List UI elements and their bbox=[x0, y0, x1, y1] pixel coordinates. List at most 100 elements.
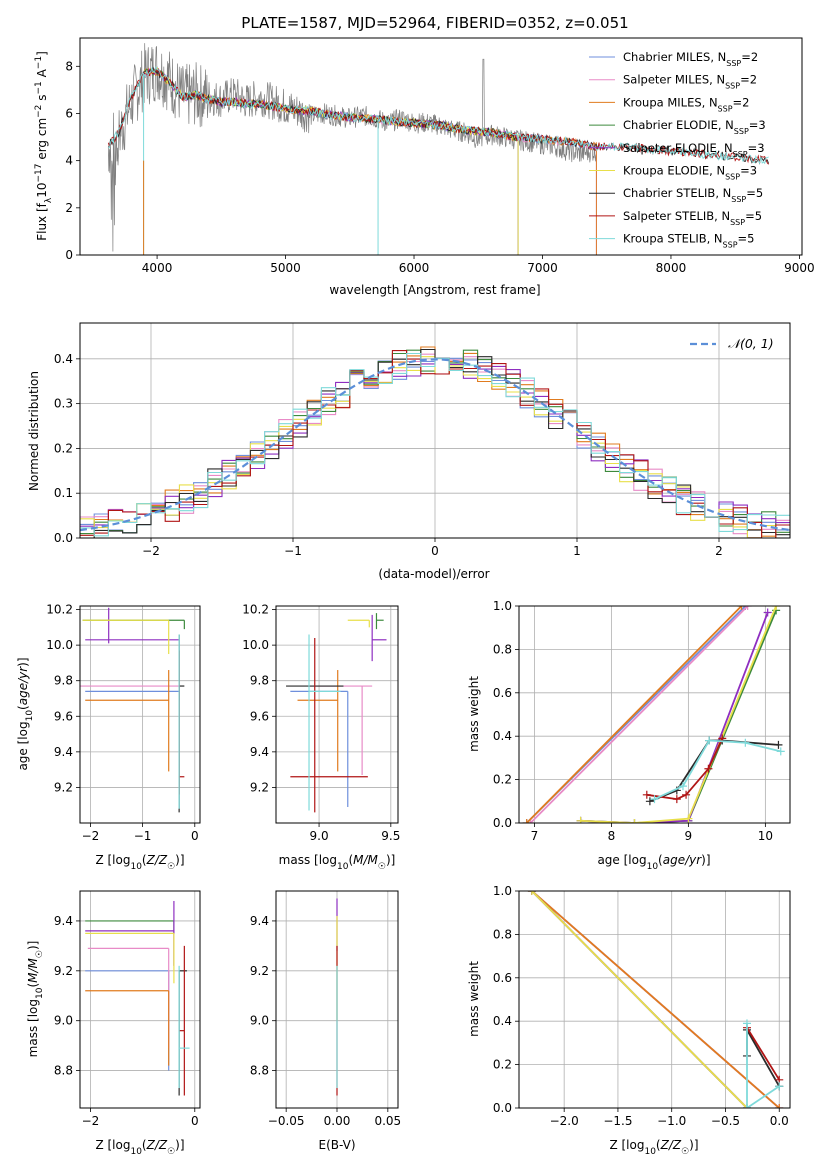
weight-line-chabrier_stelib bbox=[746, 1026, 780, 1087]
histogram-chabrier_stelib bbox=[80, 348, 790, 538]
x-axis-label: (data-model)/error bbox=[378, 567, 489, 581]
y-tick-label: 0 bbox=[65, 248, 73, 262]
y-tick-label: 10.0 bbox=[242, 638, 269, 652]
weight-point-kroupa_stelib bbox=[775, 1082, 784, 1091]
x-tick-label: 8000 bbox=[656, 261, 687, 275]
plot-area bbox=[80, 346, 790, 538]
axes-frame bbox=[79, 322, 791, 539]
y-tick-label: 9.6 bbox=[250, 709, 269, 723]
weight-point-kroupa_stelib bbox=[650, 795, 659, 804]
panel-spectrum: 4000 5000 6000 7000 8000 9000 0 2 4 6 8 wavelength … bbox=[34, 37, 815, 297]
y-tick-label: 2 bbox=[65, 201, 73, 215]
weight-line-salpeter_miles bbox=[529, 606, 749, 823]
x-tick-label: −1 bbox=[134, 829, 152, 843]
x-tick-label: 9000 bbox=[784, 261, 815, 275]
weight-point-kroupa_miles bbox=[775, 1104, 784, 1108]
legend-label-chabrier_miles: Chabrier MILES, NSSP=2 bbox=[623, 50, 758, 68]
x-axis-label: age [log10(age/yr)] bbox=[597, 853, 710, 872]
plot-area bbox=[522, 606, 785, 823]
panel-residuals: −2 −1 0 1 2 0.0 0.1 0.2 0.3 0.4 𝒩(0, 1) (data-model… bbox=[27, 322, 791, 581]
panel-age_vs_mass: 9.0 9.5 9.2 9.4 9.6 9.8 10.0 10.2 mass [log10(M/… bbox=[242, 603, 400, 872]
legend-label-salpeter_elodie: Salpeter ELODIE, NSSP=3 bbox=[623, 141, 765, 159]
x-tick-label: 9 bbox=[685, 829, 693, 843]
y-tick-label: 0.6 bbox=[493, 971, 512, 985]
x-tick-label: −2.0 bbox=[550, 1114, 579, 1128]
weight-point-salpeter_miles bbox=[743, 606, 752, 610]
y-tick-label: 8.8 bbox=[54, 1064, 73, 1078]
x-tick-label: −1.5 bbox=[603, 1114, 632, 1128]
weight-point-kroupa_elodie bbox=[630, 819, 639, 823]
y-tick-label: 9.8 bbox=[250, 674, 269, 688]
x-tick-label: 0 bbox=[191, 1114, 199, 1128]
y-tick-label: 0.1 bbox=[54, 486, 73, 500]
x-tick-label: −0.5 bbox=[711, 1114, 740, 1128]
x-tick-label: 7000 bbox=[527, 261, 558, 275]
x-tick-label: 0 bbox=[431, 544, 439, 558]
plot-area bbox=[80, 607, 185, 813]
x-tick-label: 8 bbox=[608, 829, 616, 843]
x-tick-label: −2 bbox=[82, 829, 100, 843]
axes-frame bbox=[79, 890, 201, 1109]
y-tick-label: 8 bbox=[65, 59, 73, 73]
legend-label-kroupa_stelib: Kroupa STELIB, NSSP=5 bbox=[623, 232, 754, 250]
y-tick-label: 9.2 bbox=[54, 964, 73, 978]
y-tick-label: 0.8 bbox=[493, 927, 512, 941]
y-tick-label: 1.0 bbox=[493, 599, 512, 613]
x-axis-label: Z [log10(Z/Z☉)] bbox=[609, 1138, 698, 1157]
x-tick-label: −1 bbox=[284, 544, 302, 558]
weight-point-salpeter_elodie bbox=[763, 608, 772, 617]
x-axis-label: Z [log10(Z/Z☉)] bbox=[95, 853, 184, 872]
x-tick-label: 1 bbox=[573, 544, 581, 558]
panel-mass_vs_ebv: −0.05 0.00 0.05 8.8 9.0 9.2 9.4 E(B-V) bbox=[250, 890, 401, 1152]
legend-label-normal: 𝒩(0, 1) bbox=[728, 336, 774, 351]
y-tick-label: 0.0 bbox=[493, 1101, 512, 1115]
weight-point-kroupa_elodie bbox=[772, 606, 781, 610]
plot-area bbox=[107, 43, 770, 255]
y-tick-label: 0.4 bbox=[493, 729, 512, 743]
axes-frame bbox=[275, 605, 399, 824]
weight-point-kroupa_elodie bbox=[527, 891, 536, 895]
weight-point-salpeter_stelib bbox=[642, 790, 651, 799]
legend-label-chabrier_elodie: Chabrier ELODIE, NSSP=3 bbox=[623, 118, 766, 136]
y-tick-label: 0.4 bbox=[493, 1014, 512, 1028]
x-axis-label: mass [log10(M/M☉)] bbox=[279, 853, 396, 872]
y-tick-label: 9.8 bbox=[54, 674, 73, 688]
weight-line-kroupa_stelib bbox=[746, 1023, 780, 1108]
weight-point-kroupa_stelib bbox=[742, 1104, 751, 1108]
spectrum-model-line-kroupa_stelib bbox=[108, 65, 769, 165]
weight-point-salpeter_stelib bbox=[672, 795, 681, 804]
weight-line-chabrier_elodie bbox=[580, 609, 777, 823]
weight-point-kroupa_stelib bbox=[705, 736, 714, 745]
y-tick-label: 9.4 bbox=[54, 914, 73, 928]
y-tick-label: 0.2 bbox=[54, 441, 73, 455]
x-tick-label: −2 bbox=[142, 544, 160, 558]
legend-label-kroupa_miles: Kroupa MILES, NSSP=2 bbox=[623, 95, 749, 113]
y-tick-label: 0.6 bbox=[493, 686, 512, 700]
axes-frame bbox=[518, 605, 791, 824]
spectrum-model-line-chabrier_miles bbox=[143, 65, 597, 255]
x-tick-label: 5000 bbox=[270, 261, 301, 275]
x-tick-label: 0.0 bbox=[770, 1114, 789, 1128]
plot-area bbox=[85, 900, 190, 1096]
x-tick-label: 10 bbox=[758, 829, 773, 843]
x-tick-label: 2 bbox=[715, 544, 723, 558]
histogram-kroupa_stelib bbox=[80, 352, 790, 537]
weight-point-kroupa_miles bbox=[737, 606, 746, 610]
y-tick-label: 9.2 bbox=[250, 780, 269, 794]
x-axis-label: E(B-V) bbox=[318, 1138, 355, 1152]
y-tick-label: 9.4 bbox=[250, 914, 269, 928]
legend-label-kroupa_elodie: Kroupa ELODIE, NSSP=3 bbox=[623, 164, 757, 182]
y-tick-label: 0.2 bbox=[493, 1058, 512, 1072]
x-tick-label: 0 bbox=[191, 829, 199, 843]
weight-line-kroupa_elodie bbox=[531, 891, 748, 1108]
x-tick-label: 0.05 bbox=[374, 1114, 401, 1128]
legend-label-chabrier_stelib: Chabrier STELIB, NSSP=5 bbox=[623, 186, 763, 204]
x-axis-label: Z [log10(Z/Z☉)] bbox=[95, 1138, 184, 1157]
y-tick-label: 1.0 bbox=[493, 884, 512, 898]
weight-line-kroupa_miles bbox=[526, 606, 743, 823]
axes-frame bbox=[79, 37, 803, 256]
y-tick-label: 0.0 bbox=[54, 531, 73, 545]
y-tick-label: 0.4 bbox=[54, 352, 73, 366]
y-tick-label: 10.2 bbox=[46, 603, 73, 617]
panel-mass_weight_vs_Z: −2.0 −1.5 −1.0 −0.5 0.0 0.0 0.2 0.4 0.6 0.8 1.0 Z [… bbox=[467, 884, 791, 1157]
